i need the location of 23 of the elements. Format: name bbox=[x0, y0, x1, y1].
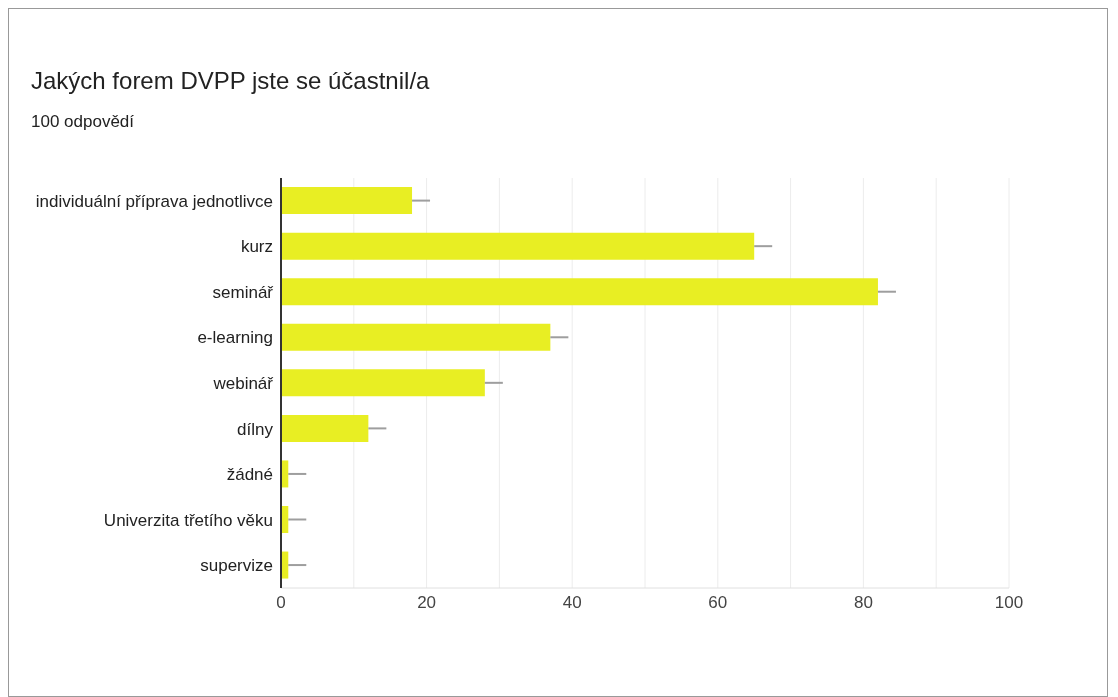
x-tick-label: 20 bbox=[417, 593, 437, 613]
bar bbox=[281, 414, 369, 442]
bar bbox=[281, 369, 485, 397]
x-tick-label: 80 bbox=[853, 593, 873, 613]
y-tick-label: žádné bbox=[226, 465, 273, 485]
y-tick-label: dílny bbox=[237, 419, 274, 439]
x-tick-label: 40 bbox=[562, 593, 582, 613]
text: 100 odpovědí bbox=[31, 112, 135, 132]
y-tick-label: seminář bbox=[212, 282, 274, 302]
y-tick-label: supervize bbox=[200, 556, 273, 576]
y-tick-label: Univerzita třetího věku bbox=[103, 510, 273, 530]
bar bbox=[281, 323, 551, 351]
y-tick-label: e-learning bbox=[197, 328, 273, 348]
bar bbox=[281, 278, 878, 306]
y-tick-label: individuální příprava jednotlivce bbox=[35, 191, 273, 211]
y-tick-label: kurz bbox=[240, 237, 273, 257]
x-tick-label: 0 bbox=[276, 593, 286, 613]
y-tick-label: webinář bbox=[212, 374, 274, 394]
x-tick-label: 60 bbox=[708, 593, 728, 613]
chart-title: Jakých forem DVPP jste se účastnil/a bbox=[31, 67, 430, 95]
bar bbox=[281, 187, 413, 215]
x-tick-label: 100 bbox=[994, 593, 1024, 613]
bar bbox=[281, 232, 755, 260]
